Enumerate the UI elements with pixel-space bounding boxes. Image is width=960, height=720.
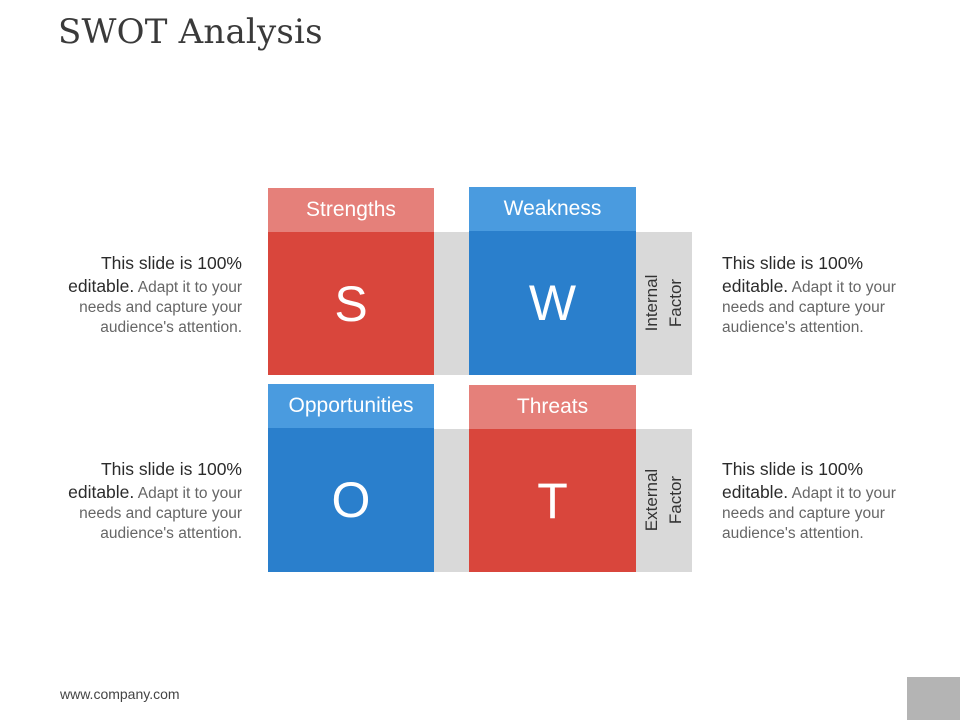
- description-body: Adapt it to your needs and capture your …: [79, 485, 242, 542]
- description-lead: This slide is 100% editable.: [68, 253, 242, 296]
- description-top-left: This slide is 100% editable. Adapt it to…: [52, 252, 242, 337]
- internal-factor-label: Internal Factor: [642, 274, 685, 332]
- description-bottom-right: This slide is 100% editable. Adapt it to…: [722, 458, 912, 543]
- opportunities-block: O: [268, 428, 434, 572]
- page-title: SWOT Analysis: [58, 12, 323, 52]
- slide-number-box: [907, 677, 960, 720]
- external-factor-label: External Factor: [642, 468, 685, 532]
- footer-url: www.company.com: [60, 686, 180, 702]
- description-top-right: This slide is 100% editable. Adapt it to…: [722, 252, 912, 337]
- strengths-block: S: [268, 232, 434, 375]
- description-lead: This slide is 100% editable.: [68, 459, 242, 502]
- threats-tab: Threats: [469, 385, 636, 429]
- weakness-tab: Weakness: [469, 187, 636, 231]
- description-bottom-left: This slide is 100% editable. Adapt it to…: [52, 458, 242, 543]
- description-lead: This slide is 100% editable.: [722, 253, 864, 296]
- description-body: Adapt it to your needs and capture your …: [722, 279, 896, 336]
- strengths-tab: Strengths: [268, 188, 434, 232]
- weakness-block: W: [469, 231, 636, 375]
- description-lead: This slide is 100% editable.: [722, 459, 864, 502]
- description-body: Adapt it to your needs and capture your …: [79, 279, 242, 336]
- threats-block: T: [469, 429, 636, 572]
- opportunities-tab: Opportunities: [268, 384, 434, 428]
- description-body: Adapt it to your needs and capture your …: [722, 485, 896, 542]
